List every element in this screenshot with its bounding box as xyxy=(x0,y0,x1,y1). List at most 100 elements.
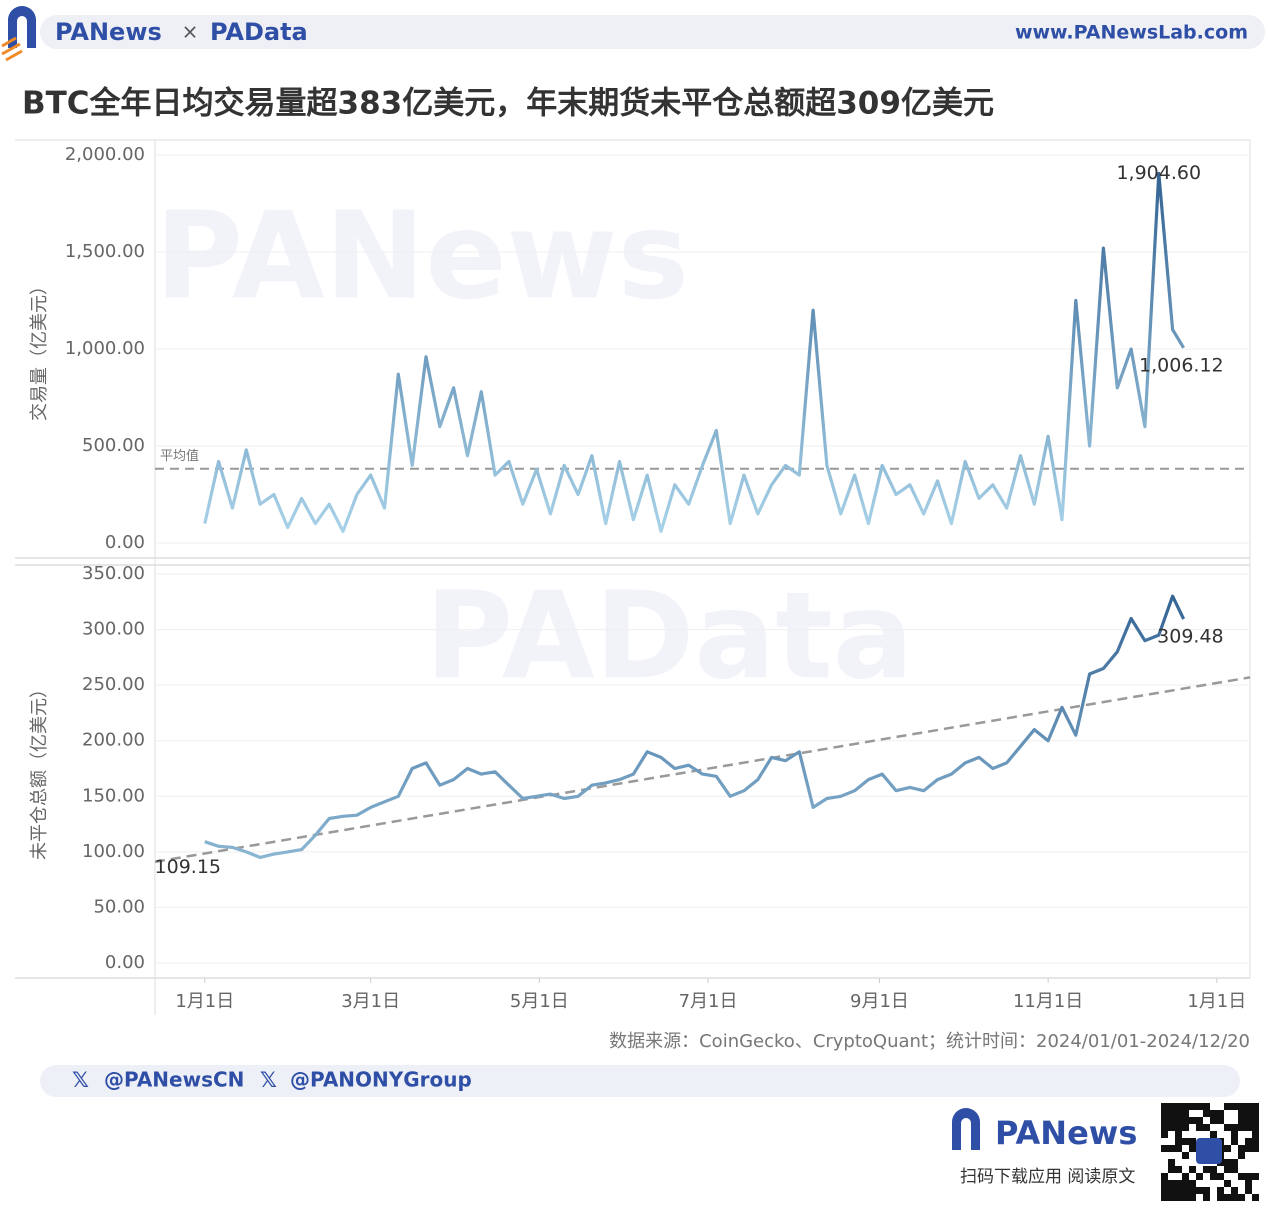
qr-cell xyxy=(1175,1145,1182,1152)
qr-cell xyxy=(1175,1124,1182,1131)
qr-cell xyxy=(1238,1117,1245,1124)
y-tick-label: 2,000.00 xyxy=(65,144,145,165)
qr-cell xyxy=(1238,1152,1245,1159)
qr-cell xyxy=(1245,1145,1252,1152)
qr-cell xyxy=(1238,1103,1245,1110)
brand2: PAData xyxy=(210,18,308,46)
y-tick-label: 150.00 xyxy=(82,785,145,806)
qr-cell xyxy=(1238,1124,1245,1131)
url: www.PANewsLab.com xyxy=(1015,22,1248,44)
qr-code xyxy=(1160,1102,1259,1201)
qr-cell xyxy=(1196,1117,1203,1124)
qr-cell xyxy=(1224,1194,1231,1201)
chart-title: BTC全年日均交易量超383亿美元，年末期货未平仓总额超309亿美元 xyxy=(22,86,994,122)
qr-cell xyxy=(1168,1124,1175,1131)
qr-cell xyxy=(1210,1131,1217,1138)
qr-cell xyxy=(1252,1124,1259,1131)
qr-cell xyxy=(1252,1131,1259,1138)
qr-cell xyxy=(1175,1166,1182,1173)
qr-cell xyxy=(1245,1180,1252,1187)
qr-cell xyxy=(1203,1124,1210,1131)
qr-cell xyxy=(1189,1187,1196,1194)
qr-cell xyxy=(1203,1110,1210,1117)
x-tick-label: 9月1日 xyxy=(850,991,909,1012)
qr-cell xyxy=(1245,1138,1252,1145)
x-tick-label: 11月1日 xyxy=(1013,991,1083,1012)
qr-cell xyxy=(1175,1103,1182,1110)
value-label: 309.48 xyxy=(1157,626,1223,648)
qr-cell xyxy=(1168,1145,1175,1152)
qr-cell xyxy=(1168,1166,1175,1173)
qr-cell xyxy=(1217,1110,1224,1117)
social-handle: @PANONYGroup xyxy=(290,1068,472,1092)
qr-cell xyxy=(1182,1180,1189,1187)
qr-cell xyxy=(1182,1103,1189,1110)
qr-cell xyxy=(1252,1110,1259,1117)
qr-cell xyxy=(1161,1173,1168,1180)
y-tick-label: 350.00 xyxy=(82,563,145,584)
qr-cell xyxy=(1196,1124,1203,1131)
qr-cell xyxy=(1203,1187,1210,1194)
y-tick-label: 0.00 xyxy=(105,532,145,553)
trend-line xyxy=(154,676,1251,864)
qr-cell xyxy=(1175,1131,1182,1138)
qr-cell xyxy=(1203,1103,1210,1110)
qr-cell xyxy=(1231,1187,1238,1194)
logo-stripes xyxy=(1,36,23,62)
y-tick-label: 1,000.00 xyxy=(65,338,145,359)
y-axis-label: 交易量（亿美元） xyxy=(29,277,50,421)
qr-cell xyxy=(1217,1194,1224,1201)
x-tick-label: 7月1日 xyxy=(679,991,738,1012)
series-line xyxy=(203,171,1185,533)
value-label: 1,006.12 xyxy=(1139,354,1224,376)
qr-cell xyxy=(1161,1103,1168,1110)
qr-cell xyxy=(1231,1131,1238,1138)
qr-cell xyxy=(1210,1173,1217,1180)
y-tick-label: 0.00 xyxy=(105,952,145,973)
qr-cell xyxy=(1182,1124,1189,1131)
footer-logo xyxy=(952,1108,980,1150)
qr-cell xyxy=(1182,1187,1189,1194)
qr-cell xyxy=(1168,1187,1175,1194)
header-bar xyxy=(40,15,1265,49)
qr-cell xyxy=(1252,1138,1259,1145)
watermark: PAData xyxy=(425,568,914,707)
brand: PANews xyxy=(55,18,162,46)
qr-cell xyxy=(1168,1159,1175,1166)
qr-cell xyxy=(1238,1110,1245,1117)
qr-cell xyxy=(1245,1173,1252,1180)
qr-cell xyxy=(1161,1187,1168,1194)
qr-cell xyxy=(1231,1138,1238,1145)
x-tick-label: 3月1日 xyxy=(341,991,400,1012)
qr-cell xyxy=(1245,1187,1252,1194)
qr-cell xyxy=(1161,1180,1168,1187)
qr-cell xyxy=(1189,1166,1196,1173)
qr-cell xyxy=(1252,1194,1259,1201)
qr-cell xyxy=(1182,1194,1189,1201)
qr-cell xyxy=(1203,1194,1210,1201)
y-tick-label: 500.00 xyxy=(82,435,145,456)
qr-cell xyxy=(1196,1173,1203,1180)
qr-cell xyxy=(1189,1117,1196,1124)
qr-cell xyxy=(1175,1110,1182,1117)
y-tick-label: 50.00 xyxy=(93,896,145,917)
qr-cell xyxy=(1245,1117,1252,1124)
qr-cell xyxy=(1189,1145,1196,1152)
x-icon: 𝕏 xyxy=(260,1068,277,1092)
qr-cell xyxy=(1161,1131,1168,1138)
x-tick-label: 1月1日 xyxy=(1187,991,1246,1012)
qr-cell xyxy=(1161,1194,1168,1201)
qr-cell xyxy=(1224,1103,1231,1110)
qr-cell xyxy=(1217,1173,1224,1180)
qr-cell xyxy=(1161,1117,1168,1124)
qr-cell xyxy=(1182,1110,1189,1117)
qr-cell xyxy=(1245,1110,1252,1117)
qr-cell xyxy=(1238,1145,1245,1152)
value-label: 109.15 xyxy=(155,856,221,878)
y-tick-label: 300.00 xyxy=(82,619,145,640)
separator: × xyxy=(182,20,199,44)
qr-cell xyxy=(1196,1103,1203,1110)
qr-cell xyxy=(1210,1110,1217,1117)
footer-brand: PANews xyxy=(995,1114,1137,1152)
qr-cell xyxy=(1252,1117,1259,1124)
